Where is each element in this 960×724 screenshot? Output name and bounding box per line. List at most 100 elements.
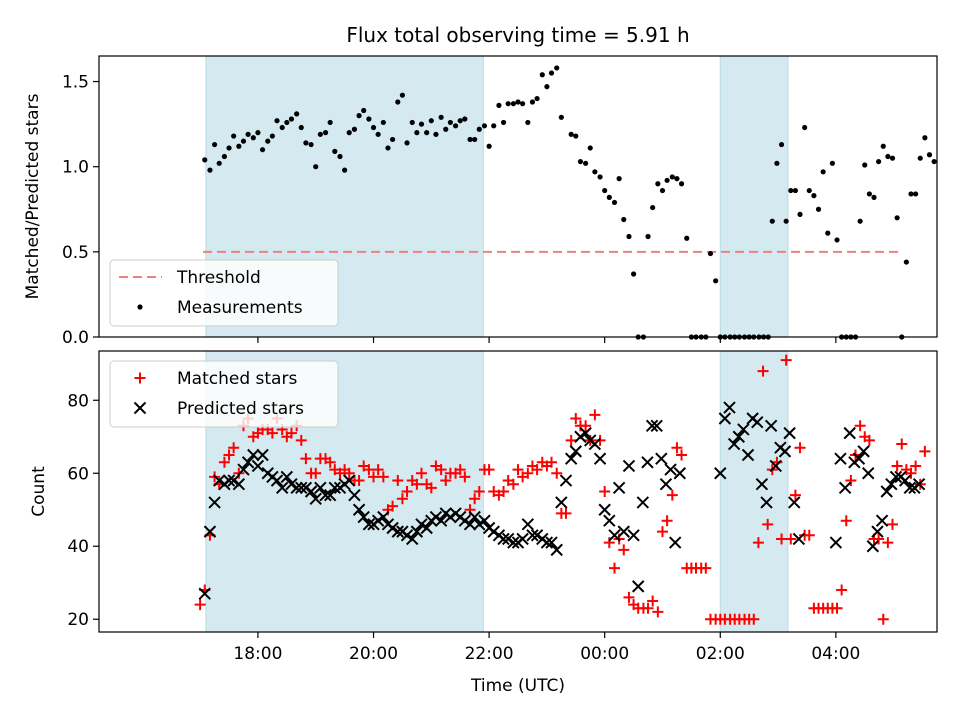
matched-star-point: [507, 478, 519, 490]
matched-star-point: [469, 493, 481, 505]
measurement-point: [418, 121, 425, 127]
measurement-point: [240, 138, 247, 144]
measurement-point: [664, 177, 670, 183]
matched-star-point: [473, 486, 485, 497]
predicted-star-point: [603, 514, 616, 527]
measurement-point: [226, 145, 232, 151]
predicted-star-point: [429, 510, 443, 524]
top-panel: 0.0 0.5 1.0 1.5 Matched/Predicted stars Thr…: [23, 55, 938, 348]
measurement-point: [811, 193, 817, 199]
matched-star-point: [863, 434, 875, 446]
predicted-star-point: [718, 412, 732, 425]
measurement-point: [678, 181, 685, 187]
matched-star-point: [401, 486, 413, 497]
measurement-point: [313, 164, 319, 170]
predicted-star-point: [866, 540, 880, 553]
predicted-star-point: [843, 426, 856, 440]
x-tick-label: 20:00: [349, 644, 398, 664]
matched-star-point: [794, 442, 806, 454]
measurement-point: [707, 250, 714, 257]
matched-star-point: [551, 467, 563, 479]
predicted-star-point: [507, 536, 520, 549]
measurement-point: [616, 176, 622, 182]
measurement-point: [783, 218, 789, 224]
predicted-star-point: [343, 474, 356, 487]
predicted-star-point: [406, 532, 419, 546]
predicted-star-point: [463, 518, 477, 531]
matched-star-point: [459, 471, 471, 483]
matched-star-point: [454, 464, 466, 476]
predicted-star-point: [622, 459, 636, 473]
measurement-point: [279, 124, 285, 131]
measurement-point: [876, 158, 882, 165]
measurement-point: [626, 233, 632, 240]
predicted-star-point: [295, 481, 308, 495]
predicted-star-point: [588, 437, 602, 451]
predicted-star-point: [593, 452, 607, 465]
predicted-star-point: [838, 481, 852, 495]
measurement-point: [443, 126, 449, 132]
top-panel-x-ticks: [257, 337, 837, 343]
predicted-star-point: [792, 532, 806, 546]
matched-star-point: [285, 427, 297, 439]
predicted-star-point: [391, 525, 404, 538]
y-tick-label: 80: [67, 391, 89, 411]
matched-star-point: [392, 475, 404, 487]
measurement-point: [922, 135, 928, 141]
predicted-star-point: [889, 470, 903, 484]
measurement-point: [577, 158, 584, 165]
matched-star-point: [896, 438, 908, 450]
measurement-point: [520, 101, 526, 107]
matched-star-point: [353, 475, 365, 487]
predicted-star-point: [251, 459, 265, 473]
matched-star-point: [886, 518, 898, 530]
predicted-star-point: [328, 481, 342, 495]
predicted-star-point: [875, 514, 889, 527]
measurement-point: [592, 169, 598, 175]
predicted-star-point: [319, 488, 332, 502]
matched-star-point: [671, 442, 683, 454]
predicted-star-point: [579, 426, 592, 440]
matched-star-point: [363, 464, 375, 476]
measurement-point: [332, 148, 338, 154]
measurement-point: [558, 114, 564, 120]
shaded-interval: [719, 55, 789, 338]
predicted-star-point: [751, 415, 764, 429]
top-panel-y-axis-label: Matched/Predicted stars: [23, 93, 43, 299]
matched-star-point: [546, 456, 558, 468]
x-tick-label: 00:00: [580, 644, 629, 664]
matched-star-point: [910, 460, 922, 472]
matched-star-point: [642, 602, 654, 614]
matched-star-point: [440, 475, 452, 487]
predicted-star-point: [478, 514, 491, 527]
predicted-star-point: [208, 496, 221, 509]
measurement-point: [245, 131, 251, 137]
measurement-point: [380, 119, 386, 126]
predicted-star-point: [213, 474, 226, 487]
top-panel-frame: [98, 55, 938, 338]
measurement-point: [491, 123, 497, 129]
predicted-star-point: [348, 488, 361, 502]
predicted-star-point: [632, 580, 645, 593]
matched-star-point: [776, 533, 788, 545]
predicted-star-point: [501, 532, 515, 546]
predicted-star-point: [222, 474, 236, 487]
matched-star-point: [748, 613, 760, 625]
predicted-star-point: [526, 529, 539, 542]
measurement-point: [606, 194, 612, 200]
bottom-panel-y-axis-label: Count: [29, 466, 49, 517]
x-tick-label: 18:00: [233, 644, 282, 664]
predicted-star-point: [357, 510, 370, 524]
y-tick-label: 1.0: [62, 158, 89, 178]
measurement-point: [797, 211, 803, 217]
matched-star-point: [836, 584, 848, 596]
measurement-point: [250, 135, 256, 141]
matched-star-point: [831, 602, 843, 614]
matched-star-point: [845, 475, 857, 487]
matched-star-point: [324, 456, 336, 468]
matched-star-point: [425, 482, 437, 494]
predicted-star-point: [285, 477, 298, 491]
measurement-point: [931, 158, 937, 165]
matched-star-point: [757, 365, 769, 377]
measurement-point: [351, 126, 358, 132]
